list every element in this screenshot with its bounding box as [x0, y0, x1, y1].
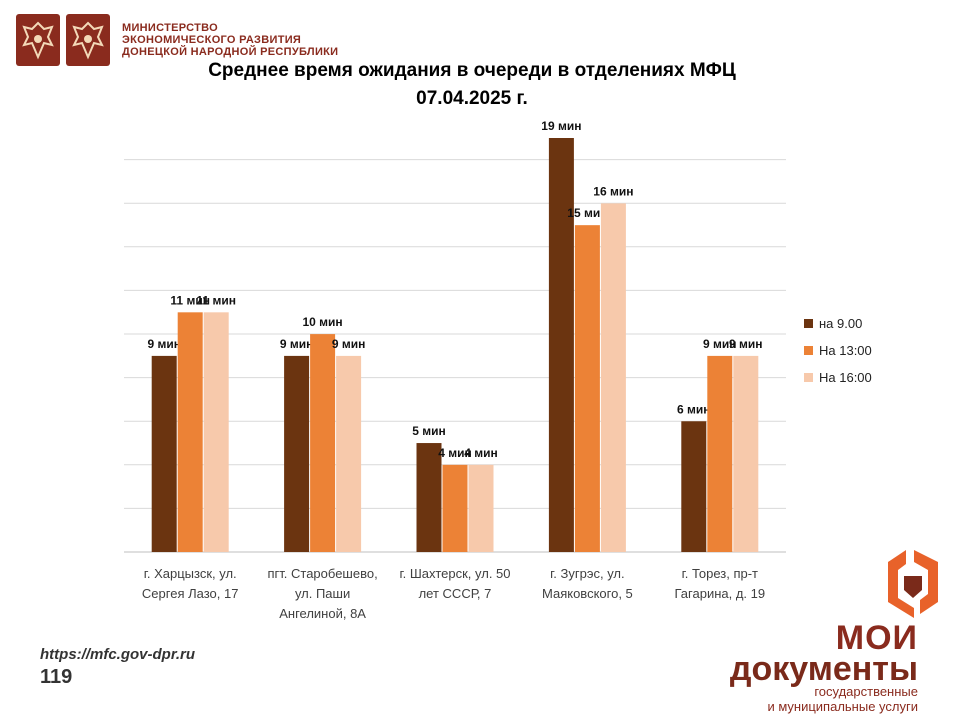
bar: [681, 421, 707, 552]
legend-item: На 13:00: [804, 337, 872, 364]
legend-label: На 16:00: [819, 370, 872, 385]
mfc-logo-icon: [884, 548, 942, 625]
data-label: 4 мин: [438, 446, 472, 460]
category-label: лет СССР, 7: [419, 586, 492, 601]
data-label: 9 мин: [147, 337, 181, 351]
category-label: г. Торез, пр-т: [682, 566, 758, 581]
bar: [442, 464, 468, 552]
data-label: 9 мин: [280, 337, 314, 351]
brand-tagline: и муниципальные услуги: [767, 699, 918, 714]
data-label: 5 мин: [412, 424, 446, 438]
header: МИНИСТЕРСТВО ЭКОНОМИЧЕСКОГО РАЗВИТИЯ ДОН…: [16, 14, 338, 66]
legend-swatch: [804, 346, 813, 355]
data-label: 10 мин: [303, 315, 343, 329]
ministry-line: ДОНЕЦКОЙ НАРОДНОЙ РЕСПУБЛИКИ: [122, 46, 339, 58]
data-label: 9 мин: [729, 337, 763, 351]
data-label: 4 мин: [464, 446, 498, 460]
data-label: 9 мин: [332, 337, 366, 351]
bar: [284, 355, 310, 552]
category-label: Маяковского, 5: [542, 586, 633, 601]
brand-line: МОИ: [835, 619, 918, 657]
emblem-icon: [16, 14, 60, 66]
brand-tagline: государственные: [814, 684, 918, 699]
bar: [336, 355, 362, 552]
category-label: Сергея Лазо, 17: [142, 586, 239, 601]
data-label: 16 мин: [593, 184, 633, 198]
brand-logo: МОИ документы государственные и муниципа…: [729, 619, 918, 714]
chart-subtitle: 07.04.2025 г.: [416, 88, 528, 109]
category-label: г. Шахтерск, ул. 50: [399, 566, 510, 581]
category-label: ул. Паши: [295, 586, 350, 601]
bar: [310, 334, 336, 552]
data-label: 6 мин: [677, 402, 711, 416]
brand-line: документы: [729, 650, 918, 688]
bar: [151, 355, 177, 552]
data-label: 15 мин: [567, 206, 607, 220]
emblem-icon: [66, 14, 110, 66]
bar: [733, 355, 759, 552]
data-label: 11 мин: [196, 293, 236, 307]
category-label: Гагарина, д. 19: [674, 586, 765, 601]
bar: [203, 312, 229, 552]
bar: [548, 138, 574, 552]
legend-label: на 9.00: [819, 316, 863, 331]
legend-swatch: [804, 373, 813, 382]
bar: [707, 355, 733, 552]
bar: [468, 464, 494, 552]
ministry-line: МИНИСТЕРСТВО: [122, 22, 218, 34]
category-label: пгт. Старобешево,: [267, 566, 377, 581]
legend-swatch: [804, 319, 813, 328]
category-label: Ангелиной, 8А: [279, 606, 366, 621]
legend: на 9.00 На 13:00 На 16:00: [804, 310, 872, 391]
legend-item: на 9.00: [804, 310, 872, 337]
data-label: 11 мин: [170, 293, 210, 307]
data-label: 9 мин: [703, 337, 737, 351]
category-label: г. Зугрэс, ул.: [550, 566, 624, 581]
bar: [574, 225, 600, 552]
category-label: г. Харцызск, ул.: [144, 566, 237, 581]
website-url: https://mfc.gov-dpr.ru: [40, 646, 195, 663]
chart-title: Среднее время ожидания в очереди в отдел…: [208, 60, 736, 81]
data-label: 19 мин: [541, 119, 581, 133]
ministry-line: ЭКОНОМИЧЕСКОГО РАЗВИТИЯ: [122, 34, 302, 46]
legend-item: На 16:00: [804, 364, 872, 391]
bar: [416, 443, 442, 552]
bar: [600, 203, 626, 553]
page-number: 119: [40, 666, 73, 688]
legend-label: На 13:00: [819, 343, 872, 358]
bar: [177, 312, 203, 552]
ministry-name: МИНИСТЕРСТВО ЭКОНОМИЧЕСКОГО РАЗВИТИЯ ДОН…: [122, 22, 338, 58]
